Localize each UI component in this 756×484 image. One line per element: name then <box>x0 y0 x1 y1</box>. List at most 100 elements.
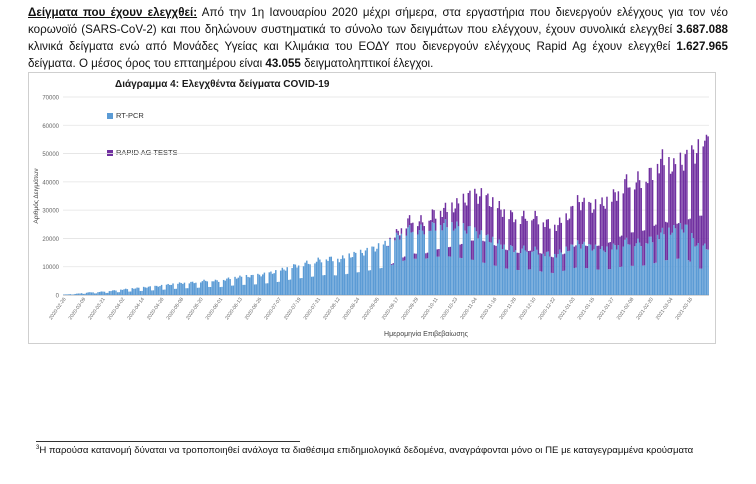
bar-pcr <box>444 219 447 295</box>
bar-rapid <box>580 210 582 249</box>
bar-pcr <box>234 276 236 295</box>
bar-pcr <box>182 283 184 295</box>
bar-pcr <box>560 252 563 295</box>
bar-pcr <box>115 290 117 295</box>
bar-pcr <box>346 273 349 295</box>
bar-pcr <box>159 286 161 295</box>
bar-pcr <box>369 270 372 295</box>
bar-pcr <box>283 269 285 295</box>
bar-pcr <box>691 232 693 295</box>
bar-rapid <box>469 190 471 227</box>
bar-rapid <box>660 158 662 233</box>
bar-pcr <box>671 232 673 295</box>
bar-rapid <box>602 205 605 251</box>
bar-pcr <box>539 271 541 295</box>
bar-pcr <box>299 278 302 295</box>
bar-pcr <box>203 279 205 295</box>
bar-pcr <box>492 236 494 295</box>
bar-rapid <box>509 210 512 246</box>
bar-pcr <box>658 239 660 295</box>
bar-rapid <box>540 253 543 272</box>
bar-rapid <box>570 206 572 245</box>
bar-pcr <box>374 251 377 295</box>
bar-rapid <box>456 198 458 222</box>
bar-pcr <box>480 230 483 295</box>
bar-pcr <box>433 223 435 295</box>
bar-pcr <box>139 291 142 295</box>
bar-rapid <box>475 193 478 232</box>
bar-pcr <box>434 230 437 295</box>
bar-pcr <box>177 283 179 295</box>
bar-pcr <box>617 245 620 295</box>
bar-pcr <box>521 248 523 295</box>
bar-pcr <box>537 254 540 295</box>
bar-rapid <box>656 163 659 235</box>
bar-pcr <box>407 227 409 295</box>
bar-pcr <box>193 283 195 295</box>
bar-pcr <box>425 258 427 295</box>
bar-rapid <box>508 219 510 251</box>
bar-pcr <box>674 228 677 295</box>
bar-rapid <box>389 237 391 240</box>
bar-pcr <box>540 271 543 295</box>
bar-pcr <box>454 228 456 295</box>
bar-pcr <box>85 292 88 295</box>
bar-rapid <box>394 237 396 241</box>
bar-rapid <box>537 224 540 255</box>
bar-pcr <box>612 243 615 295</box>
bar-pcr <box>478 234 481 295</box>
bar-pcr <box>602 250 605 295</box>
bar-rapid <box>534 210 536 247</box>
bar-pcr <box>64 294 67 295</box>
bar-pcr <box>490 242 492 295</box>
bar-pcr <box>240 276 243 295</box>
bar-pcr <box>206 281 209 295</box>
bar-pcr <box>320 262 323 295</box>
bar-pcr <box>278 281 280 295</box>
bar-pcr <box>619 266 621 295</box>
bar-rapid <box>516 252 518 270</box>
bar-pcr <box>90 292 93 295</box>
bar-rapid <box>562 254 564 271</box>
bar-rapid <box>705 134 708 250</box>
x-tick-label: 2020-05-20 <box>185 297 205 322</box>
bar-pcr <box>704 243 706 295</box>
bar-pcr <box>335 275 337 295</box>
paragraph-text-3: δείγματα. Ο μέσος όρος του επταημέρου εί… <box>28 57 266 70</box>
bar-rapid <box>663 165 665 235</box>
bar-rapid <box>593 209 595 250</box>
bar-pcr <box>588 243 590 295</box>
bar-rapid <box>462 193 465 224</box>
x-tick-label: 2020-11-04 <box>459 297 478 321</box>
seven-day-average: 43.055 <box>265 57 301 70</box>
bar-pcr <box>286 267 288 295</box>
bar-pcr <box>229 279 231 295</box>
bar-pcr <box>451 222 453 295</box>
bar-rapid <box>616 200 618 250</box>
bar-pcr <box>601 246 603 295</box>
bar-rapid <box>513 222 515 253</box>
bar-rapid <box>436 249 439 257</box>
bar-pcr <box>258 274 261 295</box>
bar-rapid <box>560 222 563 253</box>
bar-rapid <box>669 173 672 235</box>
bar-pcr <box>642 265 644 295</box>
bar-pcr <box>214 279 217 295</box>
bar-rapid <box>434 218 437 231</box>
bar-pcr <box>102 291 104 295</box>
bar-rapid <box>681 164 683 230</box>
bar-rapid <box>403 256 406 261</box>
bar-pcr <box>498 239 501 295</box>
bar-pcr <box>532 251 535 295</box>
bar-rapid <box>482 240 484 263</box>
bar-rapid <box>531 220 533 252</box>
bar-pcr <box>77 293 80 295</box>
bar-pcr <box>536 249 538 295</box>
bar-pcr <box>387 246 390 295</box>
bar-pcr <box>134 288 137 295</box>
bar-pcr <box>629 244 631 295</box>
bar-pcr <box>260 276 262 295</box>
bar-pcr <box>201 281 204 295</box>
bar-pcr <box>589 244 592 295</box>
bar-pcr <box>309 264 311 295</box>
